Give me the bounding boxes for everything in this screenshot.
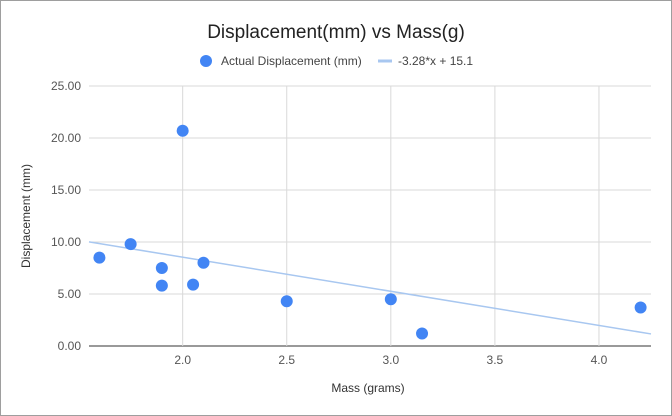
data-point bbox=[384, 293, 397, 306]
y-tick-label: 25.00 bbox=[51, 79, 81, 93]
y-axis-ticks: 0.00 5.00 10.00 15.00 20.00 25.00 bbox=[51, 79, 81, 353]
legend-label-trendline: -3.28*x + 15.1 bbox=[398, 54, 473, 68]
y-tick-label: 5.00 bbox=[58, 287, 82, 301]
x-tick-label: 2.5 bbox=[278, 353, 295, 367]
chart-title: Displacement(mm) vs Mass(g) bbox=[207, 22, 465, 43]
data-point bbox=[176, 124, 189, 137]
trendline-layer bbox=[88, 241, 652, 335]
y-tick-label: 15.00 bbox=[51, 183, 81, 197]
legend-label-scatter: Actual Displacement (mm) bbox=[221, 54, 362, 68]
trendline bbox=[88, 241, 652, 335]
data-point bbox=[93, 251, 106, 264]
data-point bbox=[155, 262, 168, 274]
y-tick-label: 10.00 bbox=[51, 235, 81, 249]
y-axis-label: Displacement (mm) bbox=[19, 164, 33, 268]
x-tick-label: 3.0 bbox=[382, 353, 399, 367]
data-point bbox=[187, 278, 200, 291]
data-point bbox=[634, 301, 647, 314]
data-point bbox=[280, 295, 293, 308]
legend: Actual Displacement (mm) -3.28*x + 15.1 bbox=[200, 54, 473, 68]
y-tick-label: 20.00 bbox=[51, 131, 81, 145]
data-points bbox=[93, 124, 647, 340]
x-tick-label: 2.0 bbox=[174, 353, 191, 367]
x-tick-label: 4.0 bbox=[591, 353, 608, 367]
data-point bbox=[197, 256, 210, 269]
x-tick-label: 3.5 bbox=[487, 353, 504, 367]
gridlines bbox=[89, 85, 651, 347]
y-tick-label: 0.00 bbox=[58, 339, 82, 353]
data-point bbox=[416, 327, 429, 340]
data-point bbox=[124, 238, 137, 251]
x-axis-ticks: 2.0 2.5 3.0 3.5 4.0 bbox=[174, 353, 607, 367]
data-point bbox=[155, 279, 168, 292]
x-axis-label: Mass (grams) bbox=[331, 381, 404, 395]
legend-marker-scatter bbox=[200, 55, 212, 67]
